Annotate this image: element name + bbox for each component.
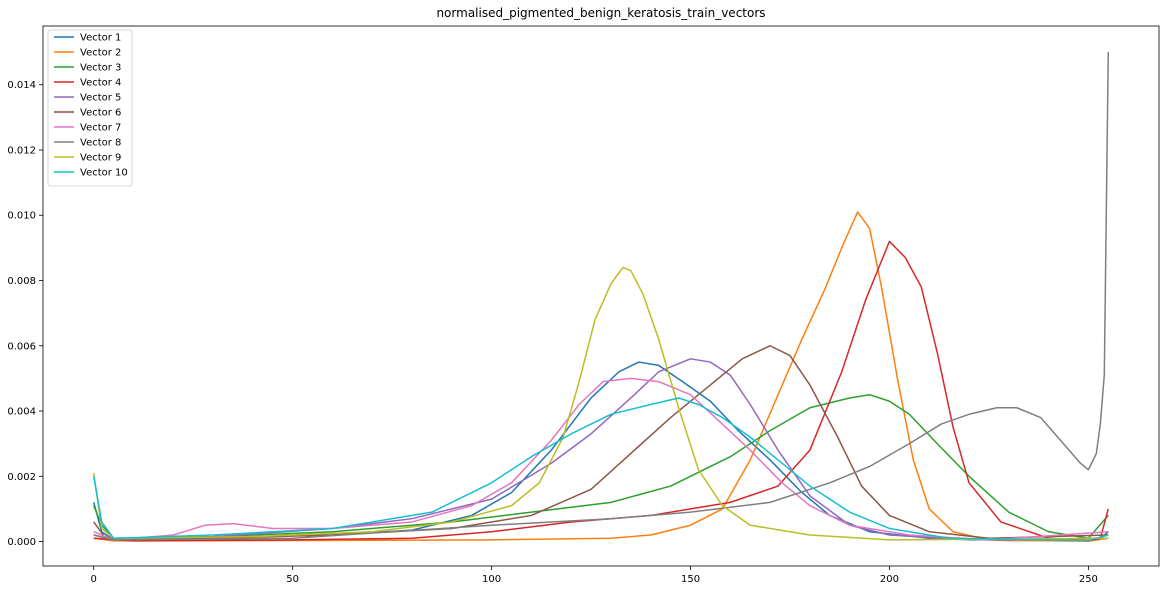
legend-label: Vector 8	[80, 138, 121, 149]
y-tick-label: 0.004	[7, 407, 36, 418]
x-tick-label: 0	[91, 574, 97, 585]
y-tick-label: 0.014	[7, 80, 36, 91]
x-tick-label: 100	[482, 574, 501, 585]
x-tick-label: 150	[681, 574, 700, 585]
series-line-vector-7	[93, 377, 1109, 541]
y-tick-label: 0.002	[7, 472, 36, 483]
series-line-vector-9	[92, 266, 1109, 541]
series-line-vector-4	[93, 240, 1109, 542]
y-tick-label: 0.000	[7, 537, 36, 548]
series-layer	[92, 52, 1110, 542]
series-line-vector-2	[93, 211, 1109, 542]
series-line-vector-6	[93, 345, 1109, 540]
plot-area	[42, 25, 1160, 567]
y-tick-label: 0.010	[7, 211, 36, 222]
plot-frame	[42, 25, 1160, 567]
legend-label: Vector 5	[80, 93, 121, 104]
legend-label: Vector 9	[80, 153, 121, 164]
y-tick-label: 0.006	[7, 341, 36, 352]
x-axis: 0 50 100 150 200 250	[91, 566, 1098, 585]
y-tick-label: 0.008	[7, 276, 36, 287]
legend-label: Vector 2	[80, 48, 121, 59]
x-tick-label: 250	[1079, 574, 1098, 585]
legend: Vector 1 Vector 2 Vector 3 Vector 4 Vector 5…	[47, 29, 133, 187]
legend-label: Vector 1	[80, 33, 121, 44]
y-axis: 0.000 0.002 0.004 0.006 0.008 0.010 0.012 0.014	[7, 80, 43, 548]
y-tick-label: 0.012	[7, 145, 36, 156]
x-tick-label: 50	[286, 574, 299, 585]
series-line-vector-3	[93, 393, 1109, 540]
series-line-vector-1	[93, 361, 1109, 542]
x-tick-label: 200	[880, 574, 899, 585]
series-line-vector-10	[92, 397, 1109, 542]
legend-box	[47, 29, 133, 187]
legend-label: Vector 4	[80, 78, 121, 89]
legend-label: Vector 3	[80, 63, 121, 74]
legend-label: Vector 6	[80, 108, 121, 119]
series-line-vector-8	[93, 52, 1110, 541]
series-line-vector-5	[93, 358, 1109, 541]
chart-title: normalised_pigmented_benign_keratosis_tr…	[436, 6, 765, 20]
legend-label: Vector 7	[80, 123, 121, 134]
legend-label: Vector 10	[80, 168, 128, 179]
